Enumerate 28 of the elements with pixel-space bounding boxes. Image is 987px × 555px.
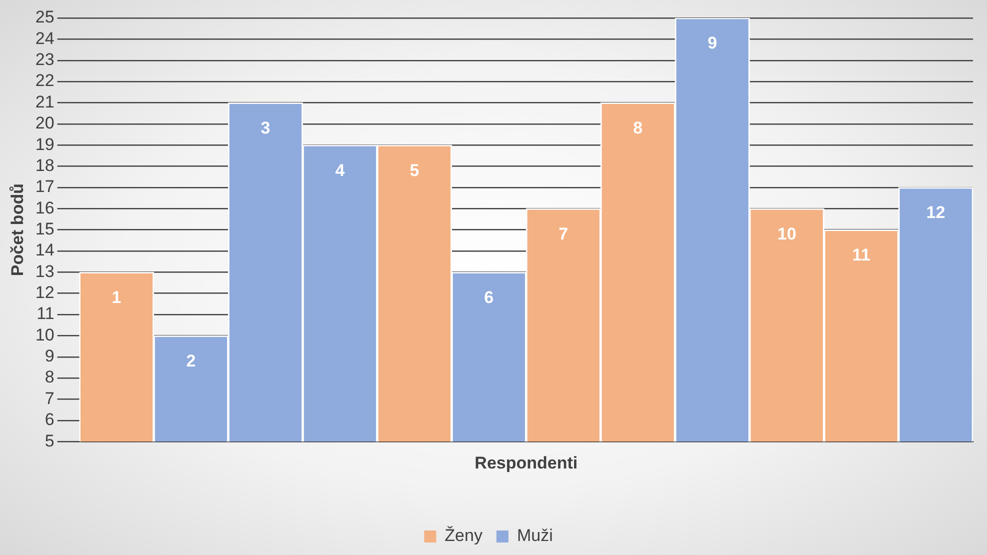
y-tick-label: 13	[35, 262, 54, 281]
x-tick-label: 4	[335, 160, 346, 180]
x-axis-title: Respondenti	[474, 453, 578, 472]
x-tick-label: 1	[112, 288, 122, 307]
y-tick-label: 5	[44, 431, 54, 450]
y-tick-label: 23	[35, 50, 54, 70]
y-tick-label: 10	[35, 325, 54, 344]
y-tick-label: 16	[35, 198, 54, 218]
y-tick-label: 22	[35, 71, 54, 90]
y-tick-label: 8	[44, 368, 54, 387]
x-tick-label: 2	[186, 351, 196, 370]
y-tick-label: 9	[44, 346, 54, 366]
x-tick-label: 3	[260, 118, 270, 138]
y-tick-label: 14	[35, 240, 54, 260]
legend-label: Muži	[516, 526, 553, 546]
y-tick-label: 20	[35, 114, 54, 133]
y-tick-label: 24	[35, 28, 54, 48]
y-tick-label: 15	[35, 219, 54, 238]
y-tick-label: 18	[35, 156, 54, 175]
y-tick-label: 17	[35, 177, 54, 196]
y-tick-label: 6	[44, 410, 54, 430]
y-axis-title: Počet bodů	[8, 184, 27, 276]
legend-label: Ženy	[444, 526, 483, 546]
y-tick-label: 21	[35, 92, 54, 112]
y-tick-label: 7	[44, 388, 54, 408]
y-tick-label: 25	[35, 8, 54, 27]
y-tick-label: 19	[35, 134, 54, 154]
y-tick-label: 11	[36, 304, 54, 324]
